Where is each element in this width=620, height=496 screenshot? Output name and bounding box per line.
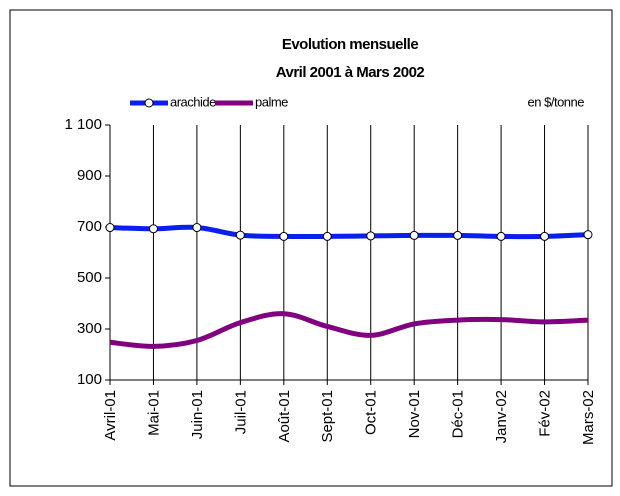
y-tick-label: 900 bbox=[77, 167, 102, 184]
annotation: en $/tonne bbox=[528, 94, 585, 109]
point bbox=[453, 230, 463, 240]
x-tick-label: Juin-01 bbox=[189, 390, 206, 439]
x-tick-label: Sept-01 bbox=[319, 390, 336, 443]
x-tick-label: Avril-01 bbox=[102, 390, 119, 441]
y-tick-label: 300 bbox=[77, 320, 102, 337]
legend-label: arachide bbox=[170, 94, 216, 109]
point bbox=[540, 231, 550, 241]
point bbox=[366, 231, 376, 241]
point bbox=[322, 231, 332, 241]
point bbox=[235, 230, 245, 240]
line-series bbox=[109, 311, 589, 349]
x-tick-label: Oct-01 bbox=[363, 390, 380, 435]
point bbox=[583, 230, 593, 240]
y-tick-label: 100 bbox=[77, 371, 102, 388]
x-tick-label: Mai-01 bbox=[145, 390, 162, 436]
chart-subtitle: Avril 2001 à Mars 2002 bbox=[276, 64, 425, 81]
y-tick-label: 700 bbox=[77, 218, 102, 235]
point bbox=[148, 224, 158, 234]
point bbox=[496, 231, 506, 241]
point bbox=[279, 231, 289, 241]
x-tick-label: Fév-02 bbox=[537, 390, 554, 437]
chart-title: Evolution mensuelle bbox=[282, 36, 419, 53]
point bbox=[192, 223, 202, 233]
x-tick-label: Juil-01 bbox=[232, 390, 249, 434]
point bbox=[409, 230, 419, 240]
frame bbox=[9, 9, 613, 487]
x-tick-label: Janv-02 bbox=[493, 390, 510, 443]
legend-marker bbox=[144, 98, 154, 108]
legend-label: palme bbox=[255, 94, 288, 109]
y-tick-label: 500 bbox=[77, 269, 102, 286]
y-tick-label: 1 100 bbox=[64, 116, 102, 133]
x-tick-label: Mars-02 bbox=[580, 390, 597, 445]
point bbox=[105, 223, 115, 233]
x-tick-label: Août-01 bbox=[276, 390, 293, 443]
x-tick-label: Nov-01 bbox=[406, 390, 423, 438]
x-tick-label: Déc-01 bbox=[450, 390, 467, 438]
